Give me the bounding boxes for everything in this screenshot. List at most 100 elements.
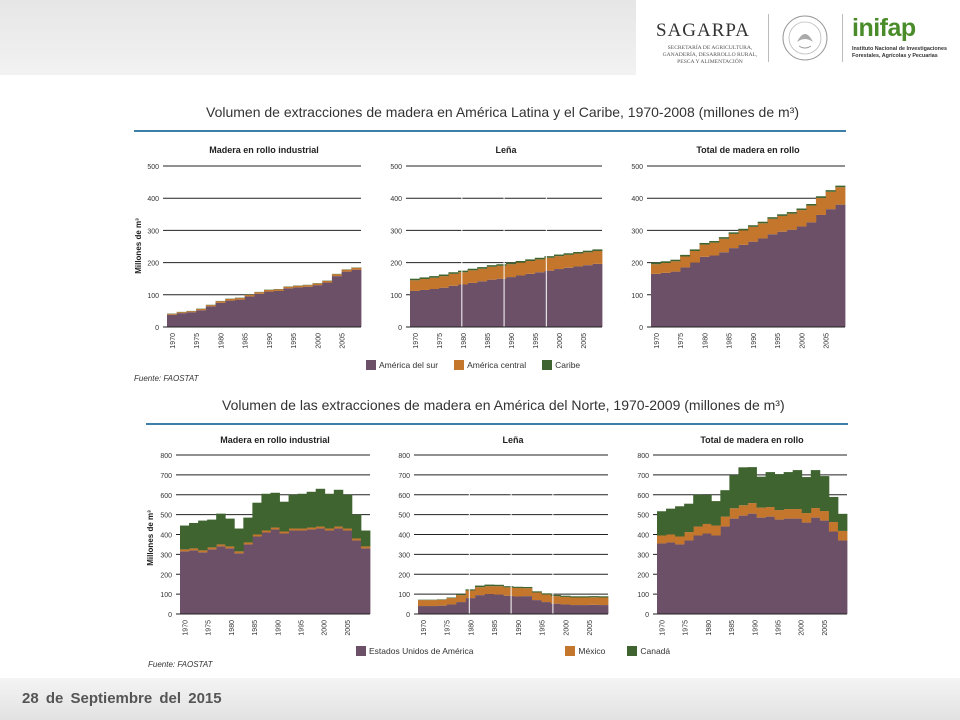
area-segment	[496, 265, 507, 279]
area-segment	[503, 595, 514, 614]
area-segment	[270, 527, 280, 530]
area-segment	[563, 254, 574, 268]
area-segment	[582, 265, 593, 327]
area-segment	[765, 507, 776, 517]
area-segment	[503, 586, 514, 588]
area-segment	[748, 241, 759, 327]
area-segment	[331, 276, 342, 327]
area-segment	[783, 509, 794, 519]
y-tick-label: 400	[398, 533, 410, 540]
area-segment	[506, 262, 516, 265]
area-segment	[532, 592, 542, 601]
area-segment	[243, 544, 253, 614]
area-segment	[757, 223, 768, 239]
area-segment	[427, 600, 438, 607]
area-segment	[747, 513, 757, 614]
legend-swatch	[454, 360, 465, 370]
y-tick-label: 200	[147, 261, 159, 268]
area-segment	[815, 196, 826, 198]
area-segment	[738, 515, 748, 614]
area-segment	[288, 530, 299, 614]
area-segment	[196, 310, 207, 327]
legend-latam: América del sur América central Caribe	[366, 360, 596, 370]
area-segment	[806, 203, 817, 206]
y-tick-label: 300	[160, 552, 172, 559]
y-tick-label: 400	[147, 196, 159, 203]
area-segment	[684, 503, 694, 533]
area-segment	[828, 531, 839, 614]
x-tick-label: 1975	[437, 333, 444, 349]
y-tick-label: 700	[160, 473, 172, 480]
y-tick-label: 800	[637, 453, 649, 460]
x-tick-label: 1990	[751, 333, 758, 349]
area-segment	[207, 519, 217, 548]
area-segment	[729, 475, 739, 509]
x-tick-label: 1995	[291, 333, 298, 349]
x-tick-label: 1980	[468, 620, 475, 636]
area-segment	[427, 606, 438, 614]
area-segment	[180, 551, 190, 614]
area-segment	[207, 547, 217, 550]
area-segment	[796, 208, 807, 211]
area-segment	[215, 302, 226, 327]
area-segment	[774, 510, 785, 520]
legend-item: América central	[454, 360, 526, 370]
x-tick-label: 1995	[776, 620, 783, 636]
inifap-subtitle: Instituto Nacional de Investigaciones Fo…	[852, 46, 947, 59]
x-tick-label: 2005	[822, 620, 829, 636]
area-segment	[467, 268, 478, 271]
area-segment	[494, 594, 504, 614]
x-tick-label: 2005	[824, 333, 831, 349]
y-tick-label: 0	[398, 325, 402, 332]
x-tick-label: 1975	[678, 333, 685, 349]
area-segment	[360, 530, 371, 547]
y-tick-label: 500	[637, 513, 649, 520]
area-segment	[189, 548, 199, 551]
x-tick-label: 1995	[533, 333, 540, 349]
area-segment	[216, 544, 226, 547]
area-segment	[315, 528, 326, 614]
area-segment	[748, 225, 759, 227]
x-tick-label: 2005	[340, 333, 347, 349]
area-segment	[657, 511, 667, 536]
area-segment	[589, 596, 599, 598]
area-segment	[544, 257, 555, 271]
area-segment	[279, 531, 289, 534]
area-segment	[582, 252, 593, 266]
area-segment	[465, 598, 476, 614]
x-tick-label: 1990	[516, 620, 523, 636]
area-segment	[465, 590, 476, 599]
area-segment	[410, 290, 420, 327]
sagarpa-subtitle: SECRETARÍA DE AGRICULTURA, GANADERÍA, DE…	[662, 45, 758, 65]
area-segment	[252, 534, 262, 537]
area-segment	[541, 594, 552, 603]
area-segment	[341, 269, 352, 272]
legend-swatch	[627, 646, 638, 656]
area-segment	[666, 542, 676, 614]
inifap-logo: inifap	[852, 14, 916, 42]
area-segment	[198, 520, 208, 551]
area-segment	[819, 511, 830, 521]
area-segment	[273, 289, 284, 291]
section-rule-latam	[134, 130, 846, 132]
area-segment	[333, 528, 344, 614]
y-tick-label: 200	[637, 572, 649, 579]
y-tick-label: 800	[160, 453, 172, 460]
area-segment	[515, 275, 526, 327]
area-segment	[167, 313, 178, 315]
legend-label: Caribe	[555, 360, 581, 370]
x-tick-label: 1985	[252, 620, 259, 636]
area-segment	[254, 292, 265, 294]
area-segment	[689, 251, 700, 263]
y-axis-label: Millones de m³	[146, 510, 155, 566]
area-segment	[756, 476, 766, 508]
area-segment	[783, 518, 794, 614]
area-segment	[522, 596, 533, 614]
area-segment	[297, 493, 308, 529]
area-segment	[486, 265, 497, 267]
area-segment	[496, 264, 507, 266]
area-segment	[484, 586, 495, 595]
x-tick-label: 1980	[702, 333, 709, 349]
area-segment	[801, 477, 812, 514]
area-segment	[786, 213, 797, 230]
